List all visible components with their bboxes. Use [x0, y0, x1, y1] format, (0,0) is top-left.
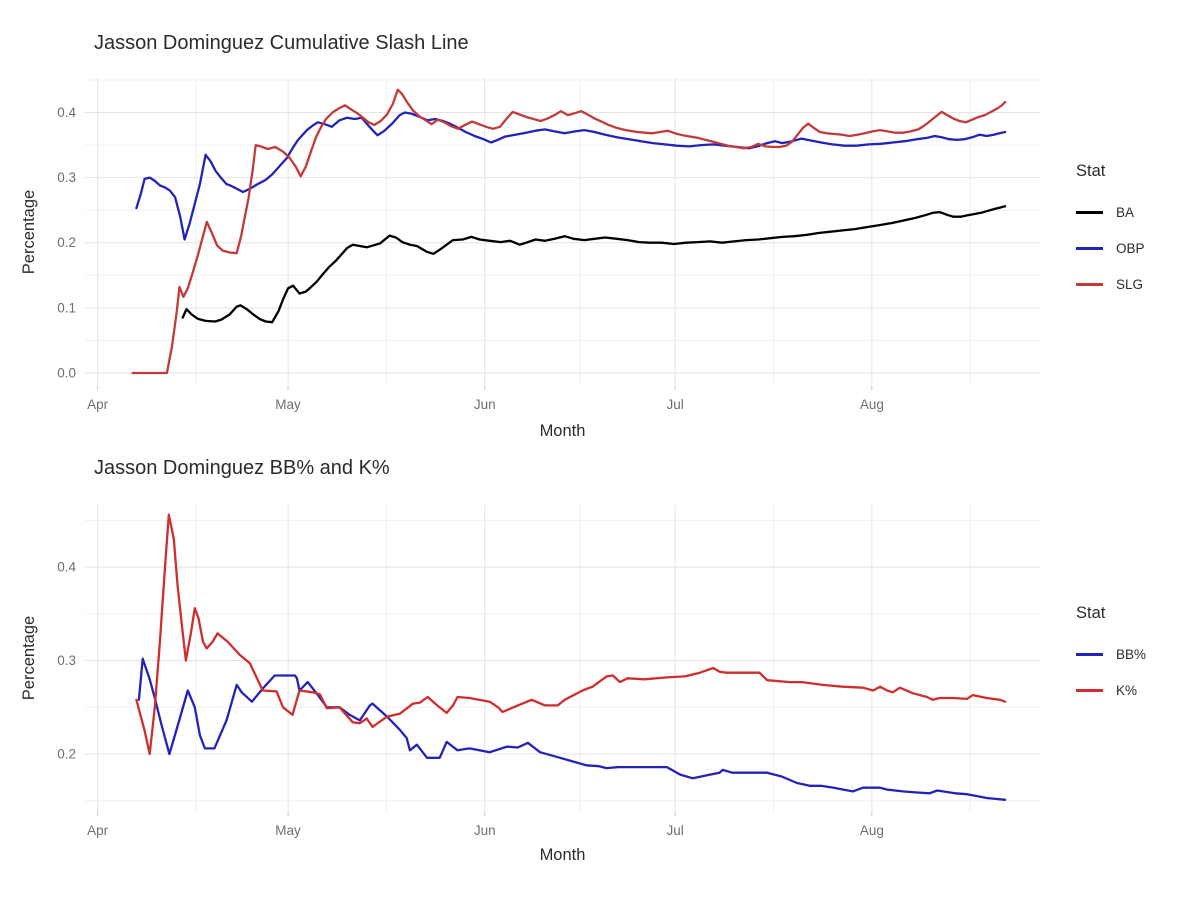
- slash-x-axis-title: Month: [539, 422, 586, 440]
- svg-text:Jul: Jul: [667, 397, 684, 412]
- ba-legend-label: BA: [1116, 204, 1135, 220]
- obp-series-line: [135, 111, 1007, 241]
- ba-series-line: [181, 205, 1007, 324]
- svg-text:0.2: 0.2: [57, 747, 76, 762]
- legend-item-k: K%: [1076, 672, 1194, 708]
- svg-text:Aug: Aug: [860, 823, 884, 838]
- axis-tick-labels: Apr May Jun Jul Aug 0.2 0.3 0.4: [57, 560, 884, 838]
- legend-item-obp: OBP: [1076, 230, 1194, 266]
- slg-line-key: [1076, 282, 1103, 286]
- slg-legend-label: SLG: [1116, 276, 1144, 292]
- bbk-chart-title: Jasson Dominguez BB% and K%: [94, 457, 390, 479]
- svg-text:Jun: Jun: [474, 397, 496, 412]
- obp-legend-label: OBP: [1116, 240, 1145, 256]
- svg-text:0.3: 0.3: [57, 170, 76, 185]
- legend-item-slg: SLG: [1076, 266, 1194, 302]
- legend-item-bb: BB%: [1076, 636, 1194, 672]
- svg-text:0.0: 0.0: [57, 365, 76, 380]
- gridlines: [85, 78, 1040, 386]
- gridlines: [85, 505, 1040, 812]
- svg-text:0.2: 0.2: [57, 235, 76, 250]
- svg-text:Apr: Apr: [87, 397, 109, 412]
- slash-plot-area: Apr May Jun Jul Aug 0.0 0.1 0.2 0.3 0.4: [57, 78, 1040, 412]
- k-legend-label: K%: [1116, 682, 1138, 698]
- k-series-line: [135, 513, 1007, 756]
- slash-legend-title: Stat: [1076, 162, 1106, 180]
- svg-text:0.3: 0.3: [57, 653, 76, 668]
- svg-text:May: May: [275, 823, 301, 838]
- svg-text:0.4: 0.4: [57, 560, 76, 575]
- k-line-key: [1076, 688, 1103, 692]
- bbk-plot-area: Apr May Jun Jul Aug 0.2 0.3 0.4: [57, 505, 1040, 838]
- obp-line-key: [1076, 246, 1103, 250]
- slash-chart-title: Jasson Dominguez Cumulative Slash Line: [94, 32, 469, 54]
- ba-line-key: [1076, 210, 1103, 214]
- slg-series-line: [131, 88, 1007, 375]
- bbk-legend-title: Stat: [1076, 604, 1106, 622]
- svg-text:Jun: Jun: [474, 823, 496, 838]
- svg-text:Apr: Apr: [87, 823, 109, 838]
- bb-line-key: [1076, 652, 1103, 656]
- legend-item-ba: BA: [1076, 194, 1194, 230]
- bbk-x-axis-title: Month: [539, 846, 586, 864]
- axis-tick-labels: Apr May Jun Jul Aug 0.0 0.1 0.2 0.3 0.4: [57, 105, 884, 412]
- svg-text:0.1: 0.1: [57, 300, 76, 315]
- svg-text:Jul: Jul: [667, 823, 684, 838]
- svg-text:0.4: 0.4: [57, 105, 76, 120]
- bb-legend-label: BB%: [1116, 646, 1147, 662]
- slash-legend: Stat BA OBP SLG: [1076, 162, 1194, 302]
- svg-text:May: May: [275, 397, 301, 412]
- bb-series-line: [137, 657, 1007, 801]
- bbk-legend: Stat BB% K%: [1076, 604, 1194, 708]
- svg-text:Aug: Aug: [860, 397, 884, 412]
